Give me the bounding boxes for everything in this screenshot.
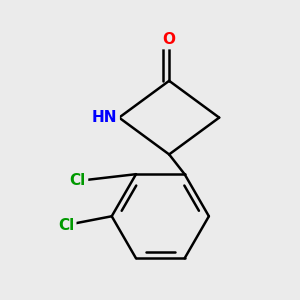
Text: Cl: Cl: [70, 173, 86, 188]
Text: HN: HN: [92, 110, 118, 125]
Text: Cl: Cl: [58, 218, 74, 232]
Text: O: O: [163, 32, 176, 47]
